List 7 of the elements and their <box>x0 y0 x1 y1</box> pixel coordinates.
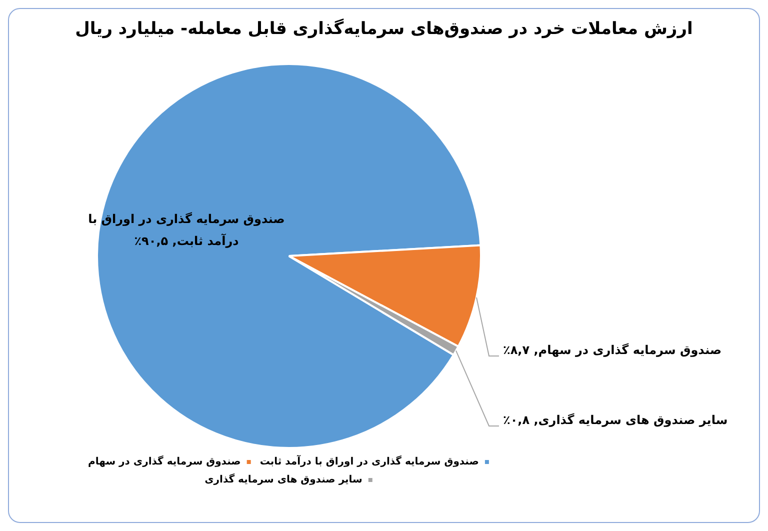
data-label: صندوق سرمایه گذاری در اوراق با درآمد ثابت, ۹۰,۵٪ <box>88 212 285 248</box>
legend-label: سایر صندوق های سرمایه گذاری <box>204 472 363 486</box>
legend-label: صندوق سرمایه گذاری در اوراق با درآمد ثابت <box>260 454 479 468</box>
legend-label: صندوق سرمایه گذاری در سهام <box>88 454 241 468</box>
data-label: سایر صندوق های سرمایه گذاری, ۰,۸٪ <box>503 413 728 428</box>
chart-title: ارزش معاملات خرد در صندوق‌های سرمایه‌گذاری قابل معامله- میلیارد ریال <box>74 18 694 41</box>
data-label: صندوق سرمایه گذاری در سهام, ۸,۷٪ <box>503 343 722 358</box>
